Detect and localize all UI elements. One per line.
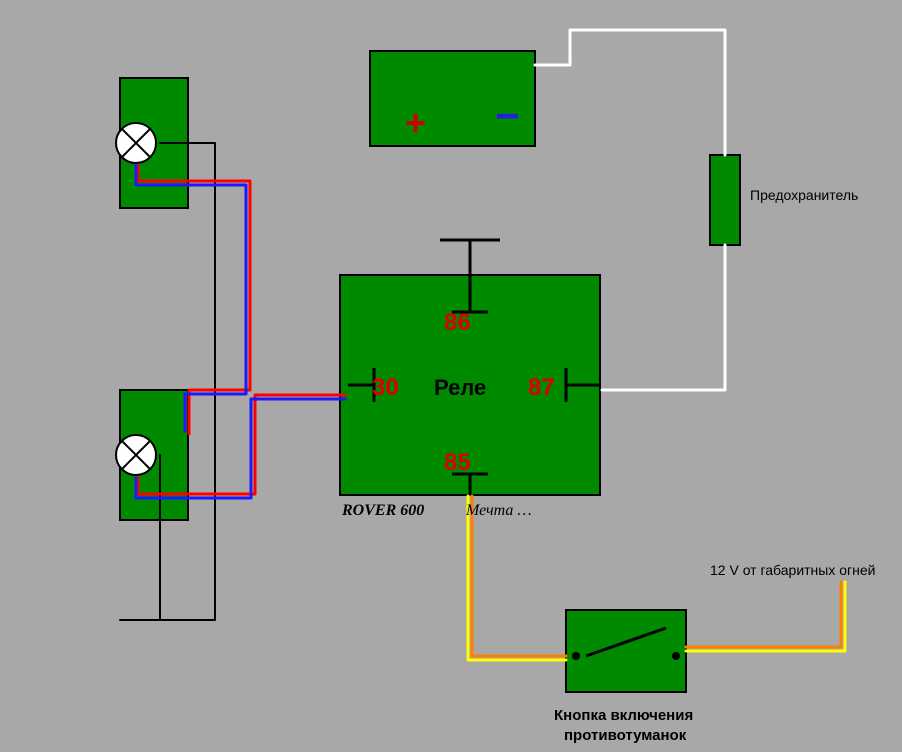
pin-85-label: 85 [444,449,471,476]
relay-title: Реле [434,375,486,400]
battery-plus: + [405,102,426,143]
volt-label: 12 V от габаритных огней [710,562,875,578]
battery-minus: − [495,92,520,139]
switch-box [566,610,686,692]
caption-mechta: Мечта … [465,502,532,519]
caption-rover: ROVER 600 [341,502,424,519]
fuse-label: Предохранитель [750,187,858,203]
fuse-box [710,155,740,245]
pin-30-label: 30 [372,374,399,401]
button-label-2: противотуманок [564,727,687,744]
wire-black [160,143,215,620]
pin-86-label: 86 [444,309,471,336]
pin-87-label: 87 [528,374,555,401]
button-label-1: Кнопка включения [554,707,693,724]
